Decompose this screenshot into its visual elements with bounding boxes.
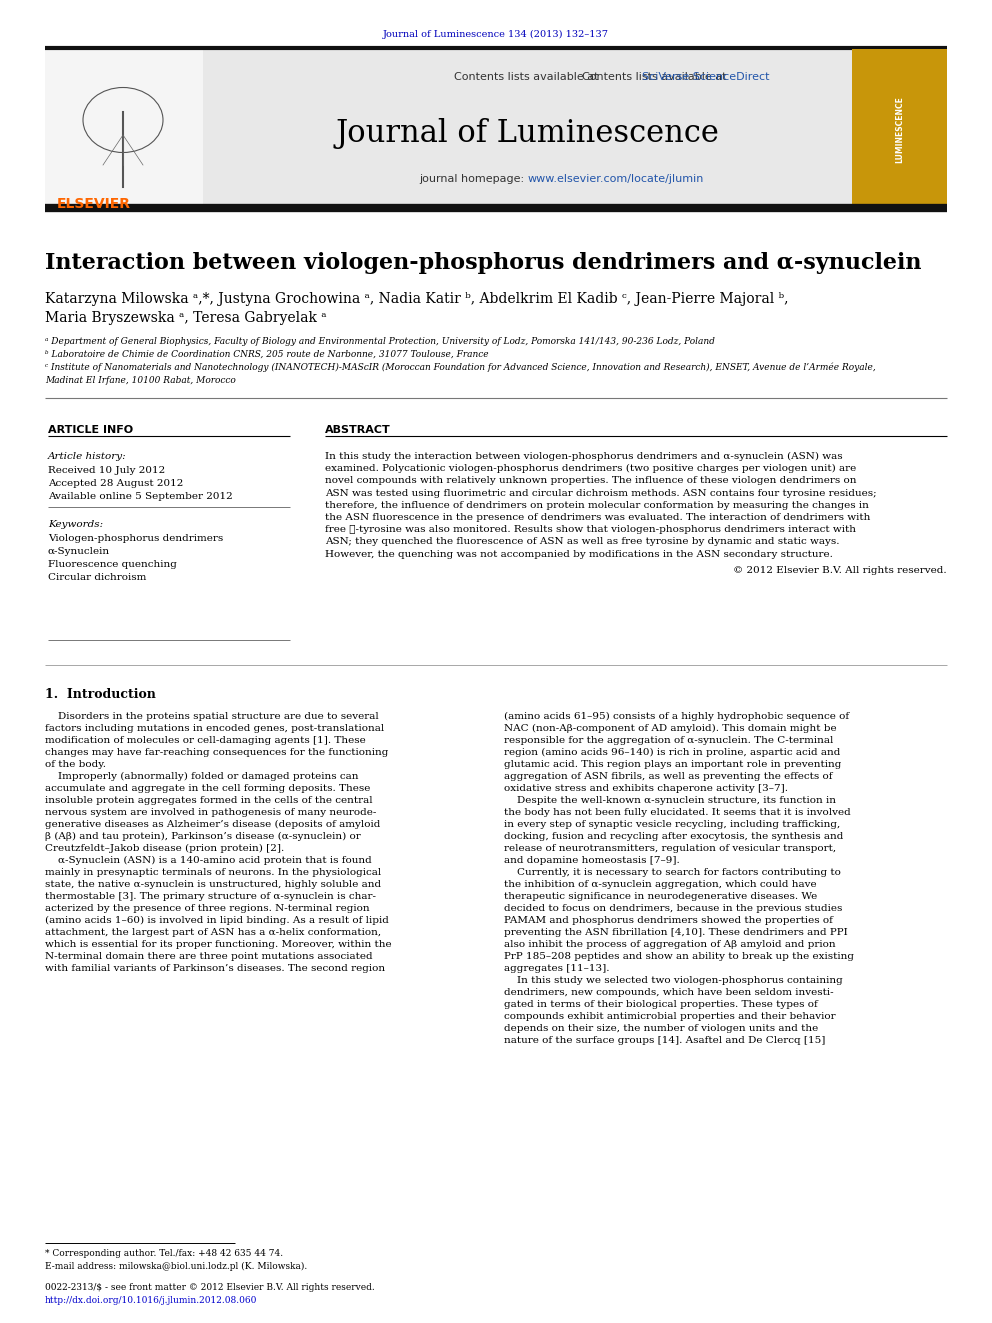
Text: also inhibit the process of aggregation of Aβ amyloid and prion: also inhibit the process of aggregation … [504, 941, 835, 949]
Text: Contents lists available at: Contents lists available at [453, 71, 601, 82]
Text: the body has not been fully elucidated. It seems that it is involved: the body has not been fully elucidated. … [504, 808, 851, 818]
Text: responsible for the aggregation of α-synuclein. The C-terminal: responsible for the aggregation of α-syn… [504, 736, 833, 745]
Text: Katarzyna Milowska ᵃ,*, Justyna Grochowina ᵃ, Nadia Katir ᵇ, Abdelkrim El Kadib : Katarzyna Milowska ᵃ,*, Justyna Grochowi… [45, 292, 789, 306]
Bar [203, 49, 852, 206]
Text: SciVerse ScienceDirect: SciVerse ScienceDirect [643, 71, 770, 82]
Text: Article history:: Article history: [48, 452, 127, 460]
Text: compounds exhibit antimicrobial properties and their behavior: compounds exhibit antimicrobial properti… [504, 1012, 835, 1021]
Text: nervous system are involved in pathogenesis of many neurode-: nervous system are involved in pathogene… [45, 808, 376, 818]
Text: Fluorescence quenching: Fluorescence quenching [48, 560, 177, 569]
Text: Currently, it is necessary to search for factors contributing to: Currently, it is necessary to search for… [504, 868, 841, 877]
Text: generative diseases as Alzheimer’s disease (deposits of amyloid: generative diseases as Alzheimer’s disea… [45, 820, 380, 830]
Text: Received 10 July 2012: Received 10 July 2012 [48, 466, 166, 475]
Text: Contents lists available at: Contents lists available at [582, 71, 730, 82]
Text: state, the native α-synuclein is unstructured, highly soluble and: state, the native α-synuclein is unstruc… [45, 880, 381, 889]
Text: N-terminal domain there are three point mutations associated: N-terminal domain there are three point … [45, 953, 373, 960]
Text: Keywords:: Keywords: [48, 520, 103, 529]
Text: Journal of Luminescence: Journal of Luminescence [335, 118, 719, 149]
Text: and dopamine homeostasis [7–9].: and dopamine homeostasis [7–9]. [504, 856, 680, 865]
Text: α-Synuclein (ASN) is a 140-amino acid protein that is found: α-Synuclein (ASN) is a 140-amino acid pr… [45, 856, 372, 865]
Text: ᶜ Institute of Nanomaterials and Nanotechnology (INANOTECH)-MAScIR (Moroccan Fou: ᶜ Institute of Nanomaterials and Nanotec… [45, 363, 876, 373]
Text: Creutzfeldt–Jakob disease (prion protein) [2].: Creutzfeldt–Jakob disease (prion protein… [45, 844, 285, 853]
Text: Accepted 28 August 2012: Accepted 28 August 2012 [48, 479, 184, 488]
Text: docking, fusion and recycling after exocytosis, the synthesis and: docking, fusion and recycling after exoc… [504, 832, 843, 841]
Text: ELSEVIER: ELSEVIER [57, 197, 131, 210]
Text: In this study we selected two viologen-phosphorus containing: In this study we selected two viologen-p… [504, 976, 843, 986]
Text: In this study the interaction between viologen-phosphorus dendrimers and α-synuc: In this study the interaction between vi… [325, 452, 842, 462]
Text: aggregates [11–13].: aggregates [11–13]. [504, 964, 609, 972]
Text: ABSTRACT: ABSTRACT [325, 425, 391, 435]
Text: (amino acids 61–95) consists of a highly hydrophobic sequence of: (amino acids 61–95) consists of a highly… [504, 712, 849, 721]
Text: Despite the well-known α-synuclein structure, its function in: Despite the well-known α-synuclein struc… [504, 796, 836, 804]
Text: depends on their size, the number of viologen units and the: depends on their size, the number of vio… [504, 1024, 818, 1033]
Text: ASN was tested using fluorimetric and circular dichroism methods. ASN contains f: ASN was tested using fluorimetric and ci… [325, 488, 877, 497]
Text: in every step of synaptic vesicle recycling, including trafficking,: in every step of synaptic vesicle recycl… [504, 820, 840, 830]
Text: Improperly (abnormally) folded or damaged proteins can: Improperly (abnormally) folded or damage… [45, 773, 358, 781]
Text: ᵇ Laboratoire de Chimie de Coordination CNRS, 205 route de Narbonne, 31077 Toulo: ᵇ Laboratoire de Chimie de Coordination … [45, 351, 489, 359]
Text: factors including mutations in encoded genes, post-translational: factors including mutations in encoded g… [45, 724, 384, 733]
Text: novel compounds with relatively unknown properties. The influence of these violo: novel compounds with relatively unknown … [325, 476, 856, 486]
Text: mainly in presynaptic terminals of neurons. In the physiological: mainly in presynaptic terminals of neuro… [45, 868, 381, 877]
Text: Circular dichroism: Circular dichroism [48, 573, 147, 582]
Text: (amino acids 1–60) is involved in lipid binding. As a result of lipid: (amino acids 1–60) is involved in lipid … [45, 916, 389, 925]
Text: gated in terms of their biological properties. These types of: gated in terms of their biological prope… [504, 1000, 817, 1009]
Text: preventing the ASN fibrillation [4,10]. These dendrimers and PPI: preventing the ASN fibrillation [4,10]. … [504, 927, 848, 937]
Text: free ℸ-tyrosine was also monitored. Results show that viologen-phosphorus dendri: free ℸ-tyrosine was also monitored. Resu… [325, 525, 856, 534]
Text: the ASN fluorescence in the presence of dendrimers was evaluated. The interactio: the ASN fluorescence in the presence of … [325, 513, 870, 523]
Text: of the body.: of the body. [45, 759, 106, 769]
Text: insoluble protein aggregates formed in the cells of the central: insoluble protein aggregates formed in t… [45, 796, 373, 804]
Text: nature of the surface groups [14]. Asaftel and De Clercq [15]: nature of the surface groups [14]. Asaft… [504, 1036, 825, 1045]
Text: aggregation of ASN fibrils, as well as preventing the effects of: aggregation of ASN fibrils, as well as p… [504, 773, 832, 781]
Text: Madinat El Irfane, 10100 Rabat, Morocco: Madinat El Irfane, 10100 Rabat, Morocco [45, 376, 236, 385]
Text: PrP 185–208 peptides and show an ability to break up the existing: PrP 185–208 peptides and show an ability… [504, 953, 854, 960]
Text: ARTICLE INFO: ARTICLE INFO [48, 425, 133, 435]
Text: dendrimers, new compounds, which have been seldom investi-: dendrimers, new compounds, which have be… [504, 988, 833, 998]
Text: ᵃ Department of General Biophysics, Faculty of Biology and Environmental Protect: ᵃ Department of General Biophysics, Facu… [45, 337, 715, 347]
Text: © 2012 Elsevier B.V. All rights reserved.: © 2012 Elsevier B.V. All rights reserved… [733, 566, 947, 574]
Text: therapeutic significance in neurodegenerative diseases. We: therapeutic significance in neurodegener… [504, 892, 817, 901]
Text: PAMAM and phosphorus dendrimers showed the properties of: PAMAM and phosphorus dendrimers showed t… [504, 916, 833, 925]
Text: Interaction between viologen-phosphorus dendrimers and α-synuclein: Interaction between viologen-phosphorus … [45, 251, 922, 274]
Text: attachment, the largest part of ASN has a α-helix conformation,: attachment, the largest part of ASN has … [45, 927, 381, 937]
Text: which is essential for its proper functioning. Moreover, within the: which is essential for its proper functi… [45, 941, 392, 949]
Text: oxidative stress and exhibits chaperone activity [3–7].: oxidative stress and exhibits chaperone … [504, 785, 788, 792]
Text: examined. Polycationic viologen-phosphorus dendrimers (two positive charges per : examined. Polycationic viologen-phosphor… [325, 464, 856, 474]
Text: modification of molecules or cell-damaging agents [1]. These: modification of molecules or cell-damagi… [45, 736, 366, 745]
Text: Disorders in the proteins spatial structure are due to several: Disorders in the proteins spatial struct… [45, 712, 379, 721]
Text: 1.  Introduction: 1. Introduction [45, 688, 156, 701]
Text: changes may have far-reaching consequences for the functioning: changes may have far-reaching consequenc… [45, 747, 389, 757]
Text: region (amino acids 96–140) is rich in proline, aspartic acid and: region (amino acids 96–140) is rich in p… [504, 747, 840, 757]
Text: * Corresponding author. Tel./fax: +48 42 635 44 74.: * Corresponding author. Tel./fax: +48 42… [45, 1249, 283, 1258]
Text: Maria Bryszewska ᵃ, Teresa Gabryelak ᵃ: Maria Bryszewska ᵃ, Teresa Gabryelak ᵃ [45, 311, 326, 325]
Text: However, the quenching was not accompanied by modifications in the ASN secondary: However, the quenching was not accompani… [325, 549, 833, 558]
Text: LUMINESCENCE: LUMINESCENCE [896, 97, 905, 164]
Text: therefore, the influence of dendrimers on protein molecular conformation by meas: therefore, the influence of dendrimers o… [325, 501, 869, 509]
Text: http://dx.doi.org/10.1016/j.jlumin.2012.08.060: http://dx.doi.org/10.1016/j.jlumin.2012.… [45, 1297, 257, 1304]
Text: the inhibition of α-synuclein aggregation, which could have: the inhibition of α-synuclein aggregatio… [504, 880, 816, 889]
Text: α-Synuclein: α-Synuclein [48, 546, 110, 556]
Text: release of neurotransmitters, regulation of vesicular transport,: release of neurotransmitters, regulation… [504, 844, 836, 853]
Text: Journal of Luminescence 134 (2013) 132–137: Journal of Luminescence 134 (2013) 132–1… [383, 30, 609, 40]
Text: thermostable [3]. The primary structure of α-synuclein is char-: thermostable [3]. The primary structure … [45, 892, 376, 901]
Text: NAC (non-Aβ-component of AD amyloid). This domain might be: NAC (non-Aβ-component of AD amyloid). Th… [504, 724, 836, 733]
Text: β (Aβ) and tau protein), Parkinson’s disease (α-synuclein) or: β (Aβ) and tau protein), Parkinson’s dis… [45, 832, 361, 841]
Text: journal homepage:: journal homepage: [419, 175, 528, 184]
Text: with familial variants of Parkinson’s diseases. The second region: with familial variants of Parkinson’s di… [45, 964, 385, 972]
Text: Viologen-phosphorus dendrimers: Viologen-phosphorus dendrimers [48, 534, 223, 542]
Text: www.elsevier.com/locate/jlumin: www.elsevier.com/locate/jlumin [528, 175, 704, 184]
Bar [852, 49, 947, 206]
Text: accumulate and aggregate in the cell forming deposits. These: accumulate and aggregate in the cell for… [45, 785, 370, 792]
Text: E-mail address: milowska@biol.uni.lodz.pl (K. Milowska).: E-mail address: milowska@biol.uni.lodz.p… [45, 1262, 308, 1271]
Text: ASN; they quenched the fluorescence of ASN as well as free tyrosine by dynamic a: ASN; they quenched the fluorescence of A… [325, 537, 839, 546]
Text: glutamic acid. This region plays an important role in preventing: glutamic acid. This region plays an impo… [504, 759, 841, 769]
Text: 0022-2313/$ - see front matter © 2012 Elsevier B.V. All rights reserved.: 0022-2313/$ - see front matter © 2012 El… [45, 1283, 375, 1293]
Bar [45, 49, 203, 206]
Text: Available online 5 September 2012: Available online 5 September 2012 [48, 492, 233, 501]
Text: decided to focus on dendrimers, because in the previous studies: decided to focus on dendrimers, because … [504, 904, 842, 913]
Text: acterized by the presence of three regions. N-terminal region: acterized by the presence of three regio… [45, 904, 370, 913]
